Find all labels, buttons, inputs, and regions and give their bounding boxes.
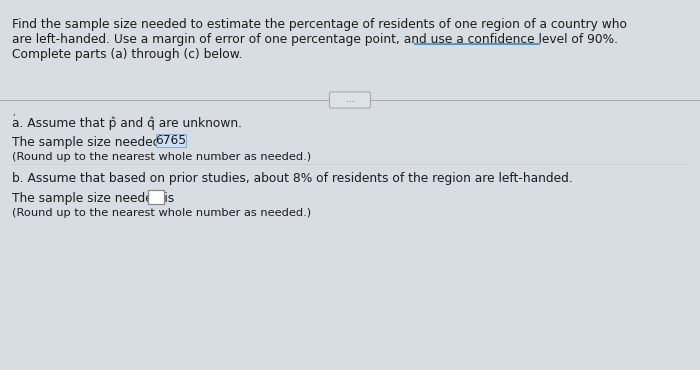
Text: a. Assume that p̂ and q̂ are unknown.: a. Assume that p̂ and q̂ are unknown. xyxy=(12,116,242,130)
Text: Complete parts (a) through (c) below.: Complete parts (a) through (c) below. xyxy=(12,48,242,61)
Text: (Round up to the nearest whole number as needed.): (Round up to the nearest whole number as… xyxy=(12,208,311,218)
Text: b. Assume that based on prior studies, about 8% of residents of the region are l: b. Assume that based on prior studies, a… xyxy=(12,172,573,185)
Text: are left-handed. Use a margin of error of one percentage point, and use a confid: are left-handed. Use a margin of error o… xyxy=(12,33,618,46)
FancyBboxPatch shape xyxy=(156,134,186,147)
Text: Find the sample size needed to estimate the percentage of residents of one regio: Find the sample size needed to estimate … xyxy=(12,18,627,31)
FancyBboxPatch shape xyxy=(330,92,370,108)
Bar xyxy=(148,190,164,204)
Text: The sample size needed is: The sample size needed is xyxy=(12,136,182,149)
Text: 6765: 6765 xyxy=(155,134,187,147)
Text: ,: , xyxy=(12,108,15,117)
Text: The sample size needed is: The sample size needed is xyxy=(12,192,178,205)
Text: (Round up to the nearest whole number as needed.): (Round up to the nearest whole number as… xyxy=(12,152,311,162)
Text: ...: ... xyxy=(346,95,354,104)
